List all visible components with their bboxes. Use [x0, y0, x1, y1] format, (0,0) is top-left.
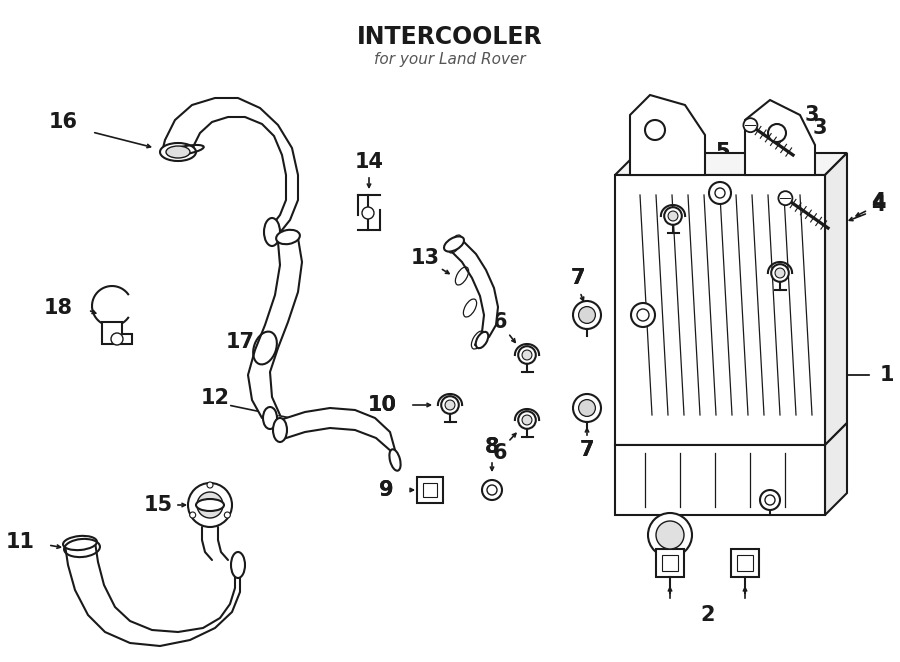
Circle shape [197, 492, 223, 518]
Text: 7: 7 [580, 440, 594, 460]
Ellipse shape [276, 230, 300, 244]
Text: 1: 1 [880, 365, 895, 385]
Text: 16: 16 [49, 112, 78, 132]
Polygon shape [280, 408, 395, 468]
Circle shape [743, 118, 758, 132]
Text: 6: 6 [766, 230, 780, 250]
Bar [737, 555, 753, 571]
Ellipse shape [476, 332, 488, 348]
Circle shape [518, 411, 536, 429]
Circle shape [778, 191, 792, 205]
Circle shape [188, 483, 232, 527]
Text: 6: 6 [493, 443, 508, 463]
Circle shape [522, 350, 532, 360]
Bar [615, 175, 825, 445]
Bar [615, 445, 825, 515]
Text: 6: 6 [638, 174, 652, 194]
Polygon shape [102, 322, 132, 344]
Ellipse shape [263, 407, 277, 429]
Circle shape [768, 124, 786, 142]
Text: INTERCOOLER: INTERCOOLER [357, 25, 543, 49]
Polygon shape [745, 100, 815, 175]
Circle shape [207, 482, 213, 488]
Circle shape [579, 400, 596, 416]
Polygon shape [630, 95, 705, 175]
Text: 3: 3 [813, 118, 827, 138]
Circle shape [190, 512, 195, 518]
Bar [731, 549, 759, 577]
Circle shape [775, 268, 785, 278]
Circle shape [709, 182, 731, 204]
Text: for your Land Rover: for your Land Rover [374, 52, 526, 67]
Text: 7: 7 [571, 268, 585, 288]
Polygon shape [448, 240, 498, 345]
Polygon shape [825, 423, 847, 515]
Ellipse shape [444, 236, 464, 252]
Circle shape [482, 480, 502, 500]
Text: 15: 15 [143, 495, 173, 515]
Text: 10: 10 [368, 395, 397, 415]
Polygon shape [202, 527, 228, 560]
Circle shape [771, 264, 788, 282]
Circle shape [522, 415, 532, 425]
Circle shape [111, 333, 123, 345]
Text: 14: 14 [355, 152, 383, 172]
Text: 17: 17 [226, 332, 255, 352]
Circle shape [573, 394, 601, 422]
Text: 8: 8 [485, 437, 500, 457]
Ellipse shape [166, 146, 190, 158]
Circle shape [664, 207, 682, 225]
Text: 7: 7 [580, 440, 594, 460]
Text: 9: 9 [378, 480, 393, 500]
Circle shape [518, 346, 536, 364]
Polygon shape [615, 153, 847, 175]
Polygon shape [248, 238, 302, 418]
Text: 11: 11 [6, 532, 35, 552]
Ellipse shape [264, 218, 280, 246]
Circle shape [579, 307, 596, 324]
Text: 4: 4 [871, 195, 886, 215]
Text: 12: 12 [201, 388, 230, 408]
Ellipse shape [160, 143, 196, 161]
Circle shape [446, 400, 455, 410]
Circle shape [656, 521, 684, 549]
Circle shape [573, 301, 601, 329]
Ellipse shape [196, 499, 224, 511]
Text: 6: 6 [493, 312, 508, 332]
Text: 13: 13 [410, 248, 439, 268]
Polygon shape [162, 98, 298, 235]
Bar [662, 555, 678, 571]
Bar [417, 477, 443, 503]
Text: 5: 5 [716, 142, 730, 162]
Circle shape [648, 513, 692, 557]
Text: 5: 5 [716, 142, 730, 162]
Polygon shape [65, 542, 240, 646]
Circle shape [668, 211, 678, 221]
Circle shape [441, 396, 459, 414]
Ellipse shape [63, 536, 97, 550]
Circle shape [224, 512, 230, 518]
Text: 9: 9 [378, 480, 393, 500]
Text: 8: 8 [485, 437, 500, 457]
Text: 10: 10 [368, 395, 397, 415]
Bar [423, 483, 437, 497]
Circle shape [760, 490, 780, 510]
Ellipse shape [390, 449, 400, 471]
Ellipse shape [273, 418, 287, 442]
Text: 3: 3 [805, 105, 819, 125]
Text: 18: 18 [44, 298, 73, 318]
Polygon shape [825, 153, 847, 445]
Circle shape [631, 303, 655, 327]
Text: 2: 2 [700, 605, 715, 625]
Circle shape [362, 207, 374, 219]
Text: 4: 4 [871, 192, 886, 212]
Text: 7: 7 [571, 268, 585, 288]
Ellipse shape [231, 552, 245, 578]
Bar [656, 549, 684, 577]
Circle shape [645, 120, 665, 140]
